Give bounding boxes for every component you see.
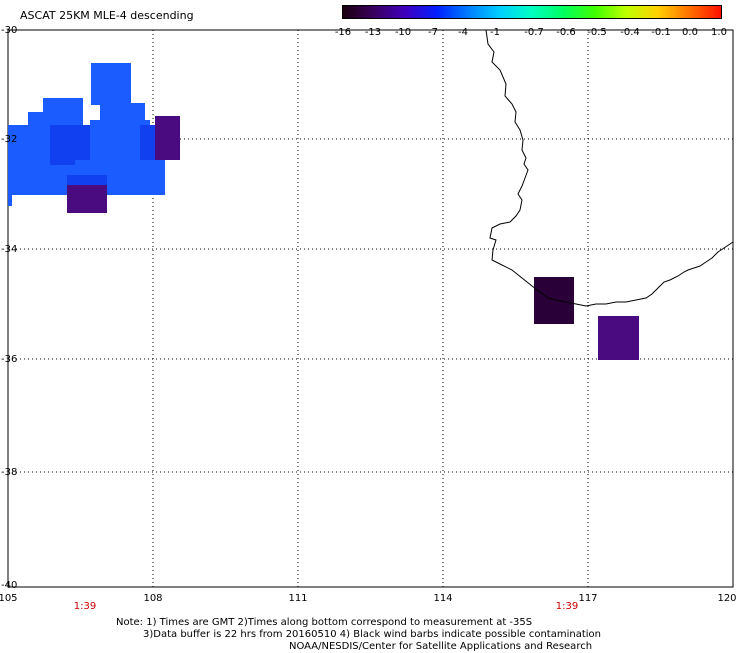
colorbar-label: 1.0 — [711, 27, 727, 38]
footnote-line: Note: 1) Times are GMT 2)Times along bot… — [116, 617, 533, 628]
lon-label: 111 — [288, 593, 308, 604]
data-cell — [8, 182, 12, 206]
map-title: ASCAT 25KM MLE-4 descending — [20, 9, 194, 22]
colorbar-label: -16 — [334, 27, 352, 38]
footnote: Note: 1) Times are GMT 2)Times along bot… — [116, 617, 601, 653]
lon-label: 108 — [143, 593, 163, 604]
colorbar-label: -0.6 — [556, 27, 576, 38]
lon-label: 105 — [0, 593, 18, 604]
colorbar-label: -4 — [458, 27, 468, 38]
time-label: 1:39 — [73, 601, 97, 612]
data-cell — [155, 116, 180, 160]
colorbar-label: 0.0 — [682, 27, 698, 38]
lat-label: -30 — [1, 25, 18, 36]
colorbar-label: -0.7 — [524, 27, 544, 38]
colorbar — [342, 5, 722, 19]
data-cell — [67, 185, 107, 213]
lat-label: -40 — [1, 580, 18, 591]
data-cell — [534, 277, 574, 324]
lon-label: 114 — [433, 593, 453, 604]
lat-label: -32 — [1, 134, 18, 145]
data-swath — [8, 63, 180, 213]
plot-frame — [7, 29, 734, 588]
lat-label: -38 — [1, 467, 18, 478]
colorbar-label: -13 — [364, 27, 382, 38]
footnote-line: 3)Data buffer is 22 hrs from 20160510 4)… — [143, 629, 601, 640]
data-cell — [91, 63, 131, 105]
lon-label: 117 — [578, 593, 598, 604]
data-cell — [598, 316, 639, 360]
colorbar-label: -1 — [490, 27, 500, 38]
lat-label: -36 — [1, 354, 18, 365]
colorbar-label: -0.4 — [620, 27, 640, 38]
footnote-line: NOAA/NESDIS/Center for Satellite Applica… — [289, 641, 593, 652]
colorbar-label: -0.5 — [587, 27, 607, 38]
colorbar-label: -7 — [428, 27, 438, 38]
lat-label: -34 — [1, 244, 18, 255]
time-label: 1:39 — [555, 601, 579, 612]
coastline — [485, 29, 734, 307]
lon-label: 120 — [717, 593, 737, 604]
colorbar-label: -0.1 — [651, 27, 671, 38]
colorbar-label: -10 — [394, 27, 412, 38]
